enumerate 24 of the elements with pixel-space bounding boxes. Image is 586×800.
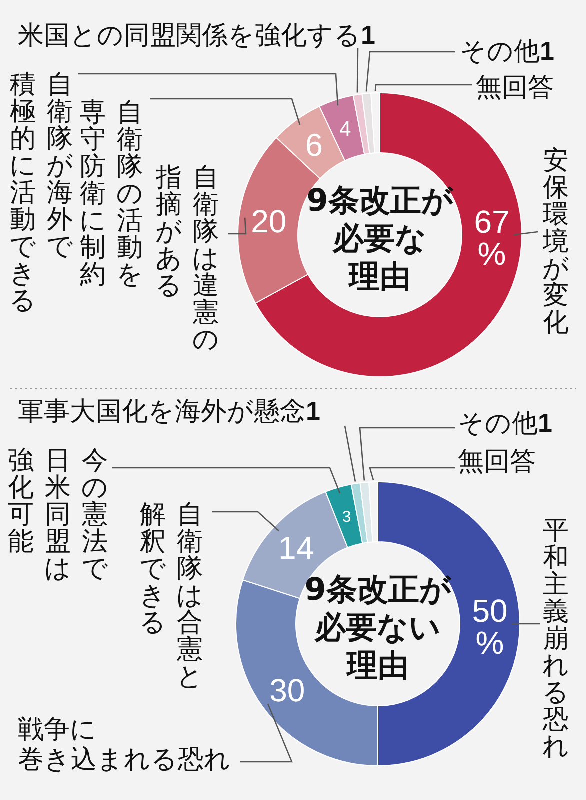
data-label: 3 (342, 509, 352, 526)
data-label: 50% (472, 593, 508, 661)
data-label: 4 (340, 118, 352, 142)
category-label: 今の憲法で日米同盟は強化可能 (7, 448, 109, 583)
slice-label: 無回答 (476, 73, 554, 103)
data-label: 1 (540, 36, 554, 66)
data-label: 1 (538, 408, 552, 438)
data-label: 1 (361, 20, 376, 50)
category-label: 自衛隊が海外で積極的に活動できる (9, 72, 74, 315)
data-label: 20 (251, 203, 287, 240)
data-label: 1 (306, 396, 320, 426)
category-label: 平和主義崩れる恐れ (542, 518, 570, 761)
data-label: 14 (278, 530, 314, 566)
data-label: 30 (270, 672, 306, 708)
category-label: 自衛隊は違憲の指摘がある (155, 165, 220, 354)
data-label: 67% (474, 204, 510, 272)
slice-label: 無回答 (458, 447, 536, 477)
slice-label: 戦争に巻き込まれる恐れ (18, 715, 231, 775)
category-label: 自衛隊の活動を専守防衛に制約 (79, 100, 144, 289)
text: 9条改正が必要な理由 (306, 183, 454, 295)
text: 9条改正が必要ない理由 (304, 572, 452, 684)
category-label: 自衛隊は合憲と解釈できる (139, 502, 204, 691)
category-label: 安保環境が変化 (542, 148, 570, 337)
data-label: 6 (305, 126, 323, 163)
